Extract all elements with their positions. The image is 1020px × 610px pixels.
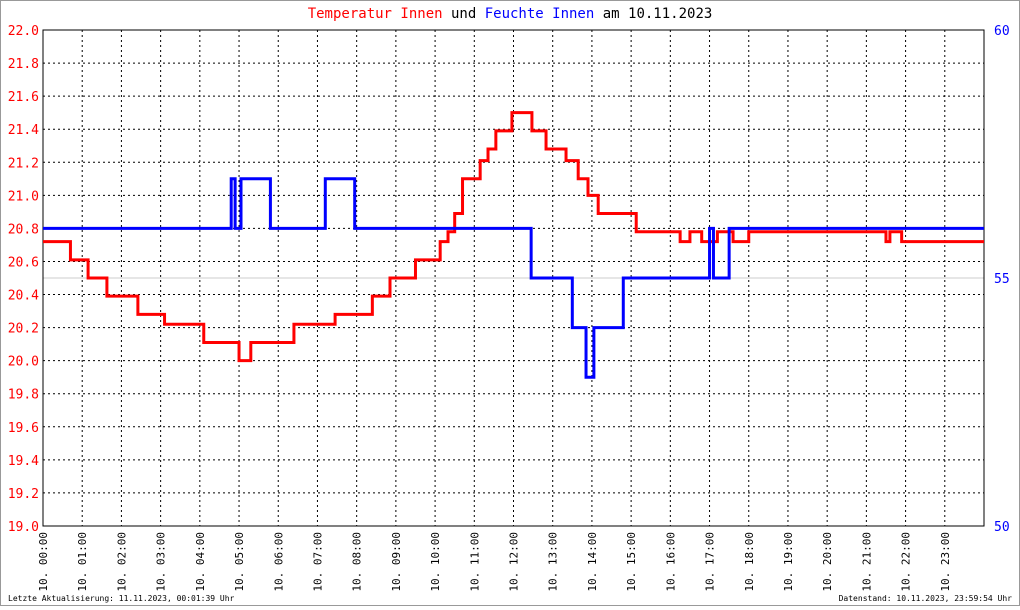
plot-border bbox=[42, 29, 985, 527]
x-tick-label: 10. 21:00 bbox=[860, 532, 873, 592]
y-tick-label: 20.8 bbox=[8, 222, 39, 237]
x-tick-label: 10. 16:00 bbox=[664, 532, 677, 592]
x-tick-label: 10. 05:00 bbox=[233, 532, 246, 592]
x-tick-label: 10. 23:00 bbox=[939, 532, 952, 592]
x-tick-label: 10. 04:00 bbox=[194, 532, 207, 592]
x-tick-label: 10. 13:00 bbox=[547, 532, 560, 592]
x-tick-label: 10. 11:00 bbox=[468, 532, 481, 592]
x-tick-label: 10. 08:00 bbox=[351, 532, 364, 592]
y2-tick-label: 55 bbox=[994, 272, 1010, 287]
y-tick-label: 19.0 bbox=[8, 520, 39, 535]
footer-right: Datenstand: 10.11.2023, 23:59:54 Uhr bbox=[839, 594, 1013, 603]
title-suffix: am 10.11.2023 bbox=[603, 6, 713, 22]
x-tick-label: 10. 15:00 bbox=[625, 532, 638, 592]
y-tick-label: 21.6 bbox=[8, 90, 39, 105]
x-tick-label: 10. 12:00 bbox=[508, 532, 521, 592]
y-tick-label: 19.2 bbox=[8, 487, 39, 502]
y2-tick-label: 60 bbox=[994, 24, 1010, 39]
y-tick-label: 20.0 bbox=[8, 355, 39, 370]
y-tick-label: 20.4 bbox=[8, 289, 39, 304]
title-connector: und bbox=[451, 6, 476, 22]
x-tick-label: 10. 18:00 bbox=[743, 532, 756, 592]
data-line bbox=[43, 177, 984, 379]
y-tick-label: 20.6 bbox=[8, 255, 39, 270]
y-tick-label: 19.6 bbox=[8, 421, 39, 436]
x-tick-label: 10. 20:00 bbox=[821, 532, 834, 592]
x-tick-label: 10. 03:00 bbox=[155, 532, 168, 592]
x-tick-label: 10. 10:00 bbox=[429, 532, 442, 592]
x-tick-label: 10. 02:00 bbox=[115, 532, 128, 592]
y-tick-label: 21.2 bbox=[8, 156, 39, 171]
x-tick-label: 10. 07:00 bbox=[311, 532, 324, 592]
x-tick-label: 10. 00:00 bbox=[37, 532, 50, 592]
x-tick-label: 10. 06:00 bbox=[272, 532, 285, 592]
x-tick-label: 10. 17:00 bbox=[704, 532, 717, 592]
y-tick-label: 21.4 bbox=[8, 123, 39, 138]
y2-tick-label: 50 bbox=[994, 520, 1010, 535]
x-tick-label: 10. 22:00 bbox=[900, 532, 913, 592]
x-tick-label: 10. 19:00 bbox=[782, 532, 795, 592]
x-tick-label: 10. 09:00 bbox=[390, 532, 403, 592]
y-tick-label: 21.0 bbox=[8, 189, 39, 204]
x-tick-label: 10. 14:00 bbox=[586, 532, 599, 592]
y-tick-label: 20.2 bbox=[8, 322, 39, 337]
y-tick-label: 22.0 bbox=[8, 24, 39, 39]
chart-title: Temperatur Innen und Feuchte Innen am 10… bbox=[308, 6, 713, 22]
title-series: Feuchte Innen bbox=[485, 6, 595, 22]
title-series: Temperatur Innen bbox=[308, 6, 443, 22]
x-tick-label: 10. 01:00 bbox=[76, 532, 89, 592]
footer-left: Letzte Aktualisierung: 11.11.2023, 00:01… bbox=[8, 594, 235, 603]
y-tick-label: 19.4 bbox=[8, 454, 39, 469]
y-tick-label: 19.8 bbox=[8, 388, 39, 403]
y-tick-label: 21.8 bbox=[8, 57, 39, 72]
